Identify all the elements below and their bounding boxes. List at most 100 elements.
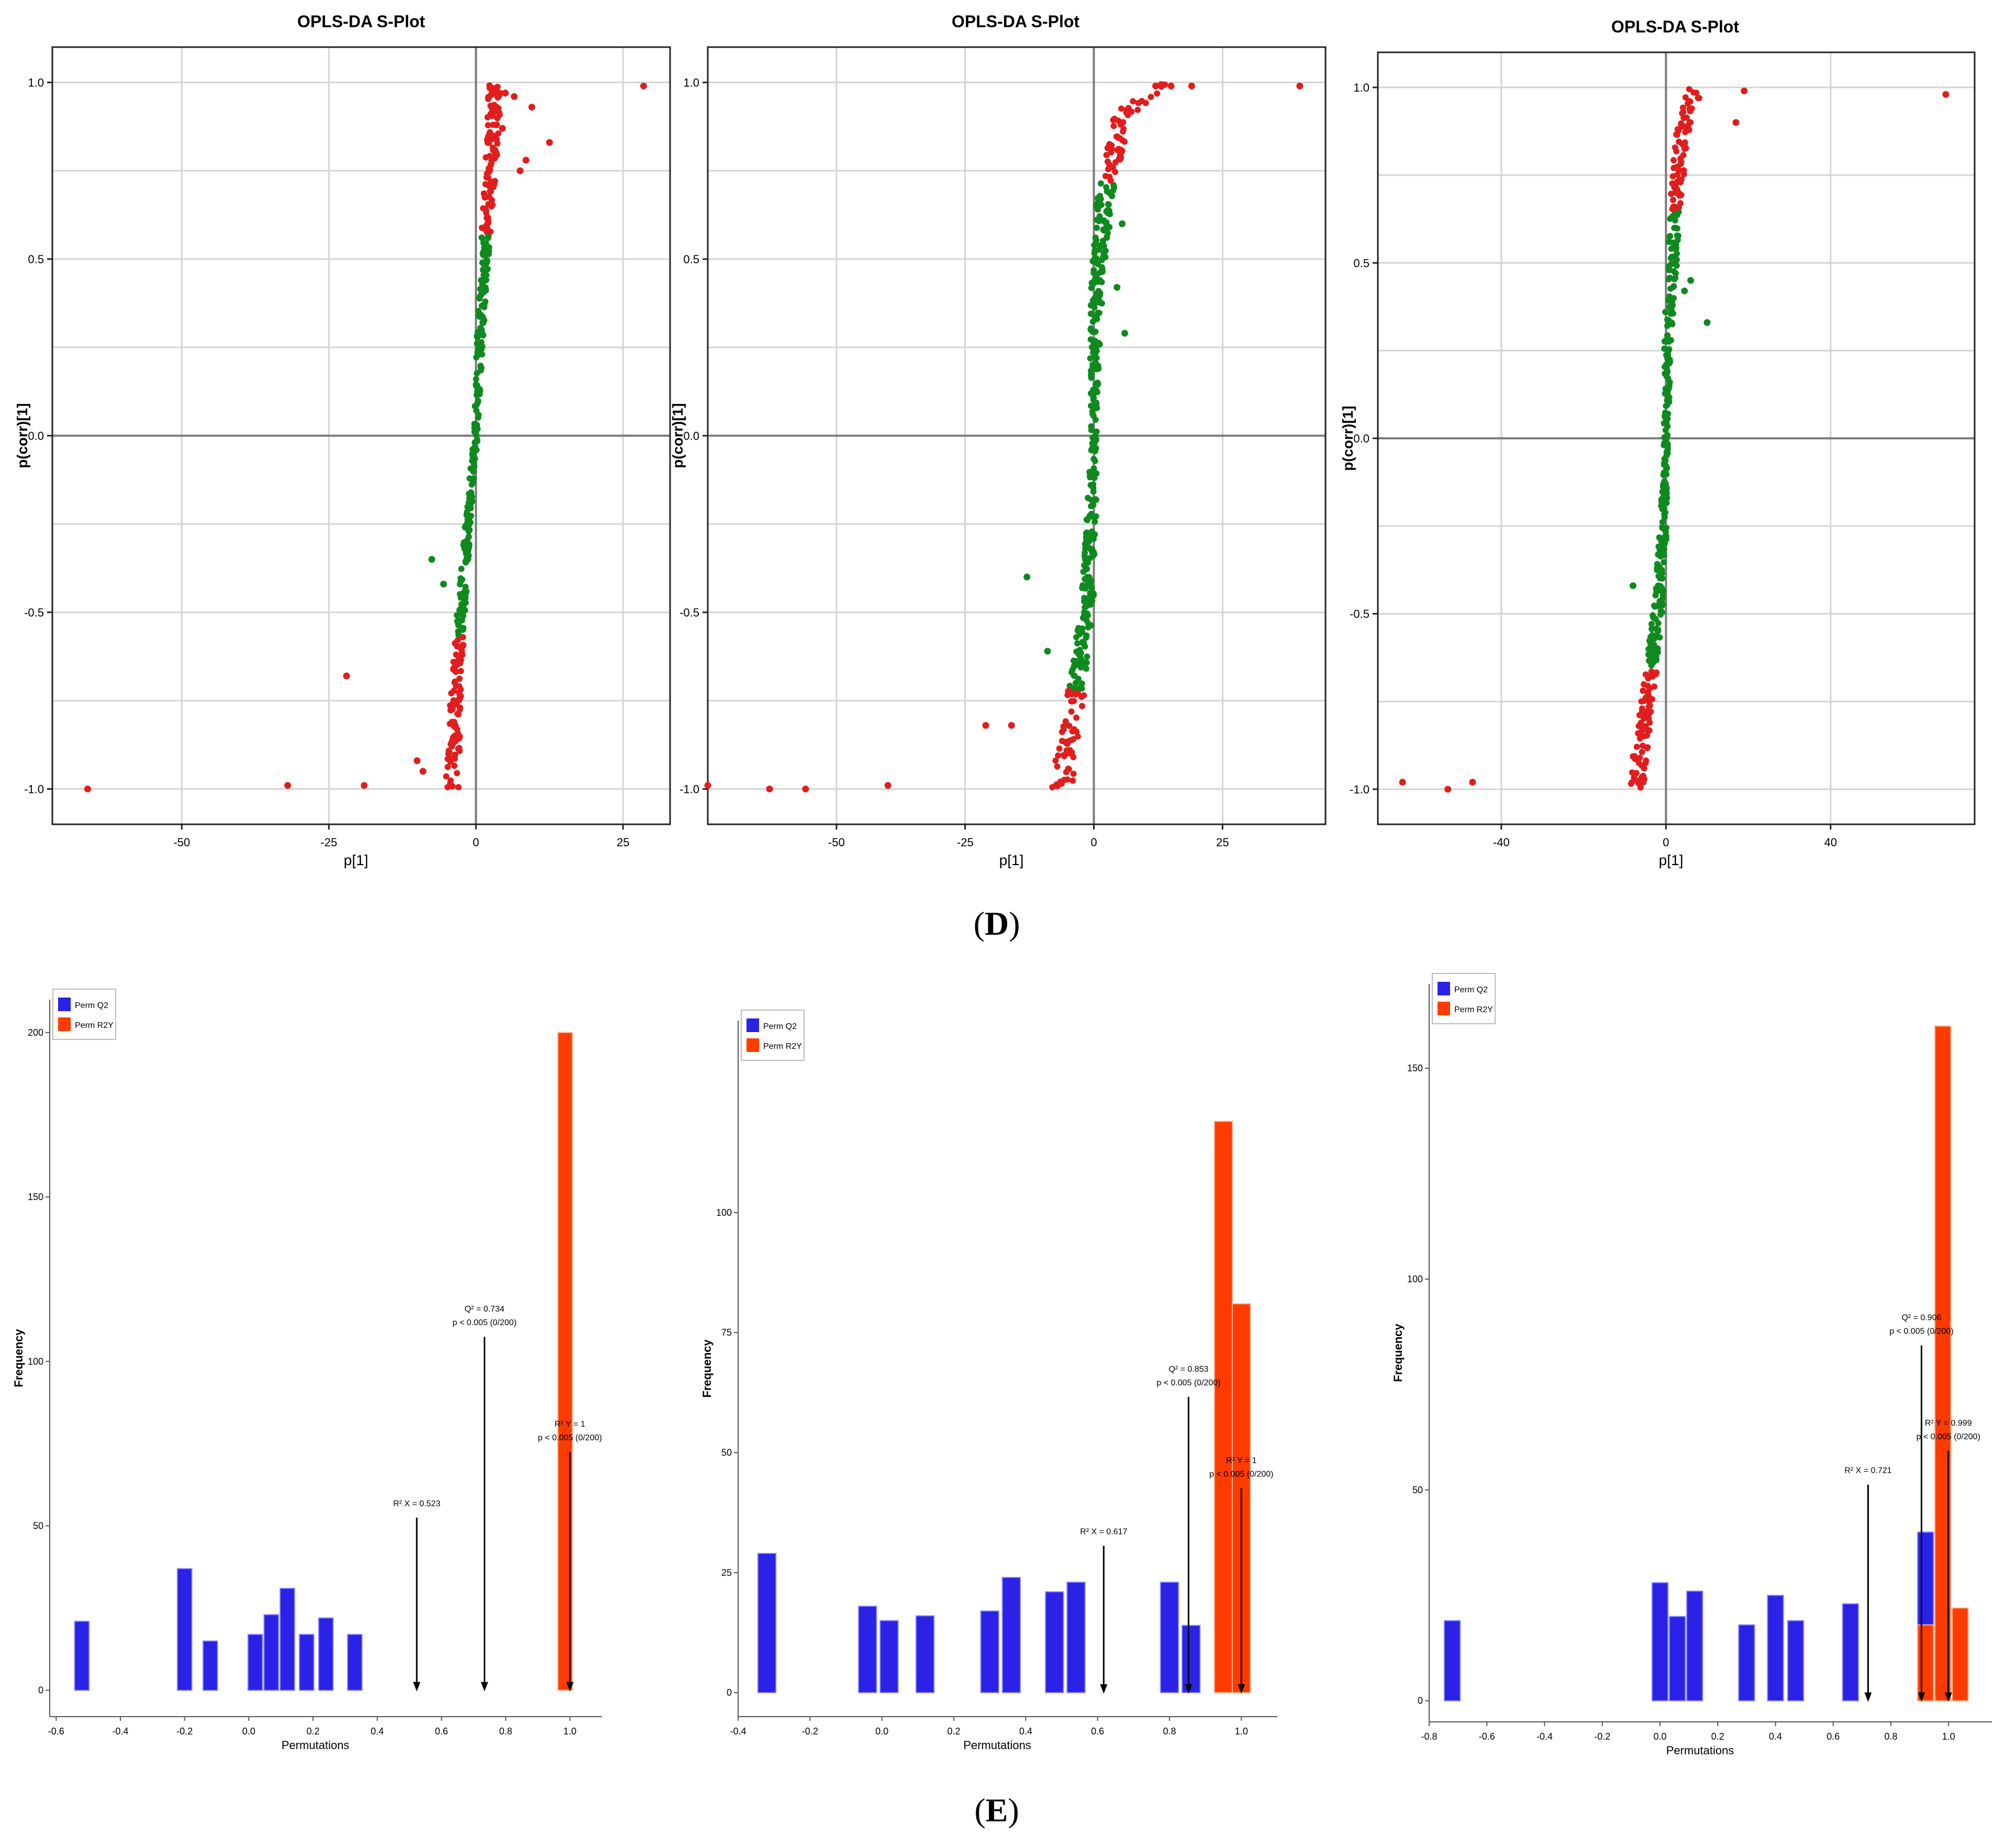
y-axis-label: Frequency — [12, 1329, 25, 1387]
data-point — [1665, 348, 1672, 354]
data-point — [1082, 643, 1088, 650]
data-point — [1117, 154, 1123, 161]
data-point — [456, 691, 463, 698]
data-point — [1644, 732, 1651, 739]
perm-q2-bar — [263, 1614, 280, 1691]
x-tick-label: 0.8 — [1163, 1726, 1176, 1737]
perm-q2-bar — [318, 1617, 334, 1691]
y-tick-label: 200 — [28, 1027, 43, 1038]
data-point — [449, 701, 455, 708]
data-point — [1154, 90, 1161, 97]
y-tick-label: 100 — [716, 1207, 732, 1218]
data-point — [1074, 689, 1081, 696]
perm-q2-bar — [1651, 1582, 1669, 1701]
data-point — [1661, 478, 1668, 485]
data-point-outlier — [766, 786, 773, 792]
data-point-outlier — [1629, 582, 1636, 589]
data-point — [1647, 708, 1654, 715]
perm-q2-bar — [1668, 1616, 1686, 1701]
data-point — [1670, 164, 1677, 171]
data-point — [1103, 184, 1110, 191]
data-point — [469, 494, 475, 500]
data-point — [1666, 239, 1673, 245]
x-tick-label: -0.4 — [112, 1726, 128, 1737]
data-point — [473, 370, 480, 377]
data-point — [1696, 95, 1702, 102]
data-point — [1059, 737, 1065, 744]
data-point — [474, 382, 481, 389]
data-point — [1674, 171, 1681, 178]
data-point — [1648, 625, 1655, 632]
data-point — [1659, 592, 1666, 599]
data-point — [1118, 149, 1124, 156]
data-point — [1106, 207, 1112, 214]
x-tick-label: 0.2 — [947, 1726, 960, 1737]
data-point — [469, 446, 476, 453]
data-point-outlier — [428, 556, 436, 563]
data-point-outlier — [343, 673, 350, 679]
data-point-outlier — [884, 782, 892, 789]
data-point — [1091, 448, 1098, 455]
data-point — [1645, 675, 1652, 682]
data-point — [443, 773, 450, 780]
panel-label-d: (D) — [973, 905, 1020, 942]
x-axis-label: Permutations — [963, 1739, 1031, 1752]
data-point — [1674, 131, 1680, 138]
data-point — [1074, 640, 1081, 647]
x-tick-label: -50 — [828, 836, 845, 849]
data-point — [1672, 270, 1679, 277]
y-tick-label: 50 — [33, 1521, 43, 1531]
data-point — [1056, 745, 1063, 752]
legend-box — [52, 989, 116, 1040]
x-tick-label: 25 — [617, 836, 629, 849]
legend-label-q2: Perm Q2 — [75, 1001, 108, 1010]
y-tick-label: -1.0 — [24, 783, 44, 796]
data-point — [1084, 653, 1090, 660]
y-tick-label: 75 — [721, 1327, 732, 1338]
data-point — [495, 130, 502, 137]
data-point — [1667, 215, 1674, 222]
data-point — [1661, 511, 1668, 518]
data-point — [462, 584, 469, 590]
data-point — [1648, 696, 1655, 703]
data-point — [1089, 328, 1096, 335]
perm-q2-bar — [176, 1568, 193, 1691]
data-point — [1647, 647, 1654, 654]
data-point — [467, 512, 474, 519]
perm-q2-bar — [858, 1606, 877, 1694]
data-point — [459, 647, 465, 654]
data-point — [458, 668, 464, 675]
data-point — [449, 719, 455, 725]
data-point — [473, 376, 480, 383]
data-point — [484, 257, 491, 264]
data-point — [484, 266, 491, 273]
data-point — [1090, 412, 1097, 419]
perm-r2y-bar — [1917, 1624, 1934, 1701]
permutation-histogram-1: -0.6 -0.4 -0.2 0.0 0.2 0.4 0.6 0.8 1.0 0 50 100 150 2… — [12, 989, 602, 1752]
perm-q2-bar — [74, 1620, 90, 1691]
data-point — [481, 304, 488, 310]
annotation-arrowhead — [1918, 1692, 1925, 1702]
data-point — [1641, 712, 1647, 719]
annotation-text: Q² = 0.906 — [1901, 1314, 1941, 1323]
data-point-outlier — [704, 782, 711, 789]
data-point — [1120, 128, 1127, 135]
data-point — [466, 475, 473, 482]
data-point — [1664, 423, 1671, 430]
data-point — [494, 152, 500, 159]
data-point — [480, 332, 486, 339]
annotation-text: p < 0.005 (0/200) — [538, 1433, 602, 1442]
data-point — [1670, 310, 1677, 317]
data-point — [1657, 611, 1664, 618]
data-point — [455, 656, 462, 663]
data-point-outlier — [499, 125, 506, 132]
legend-label-r2y: Perm R2Y — [75, 1021, 114, 1030]
y-tick-label: 0.0 — [28, 430, 44, 443]
data-point — [1091, 471, 1098, 477]
perm-q2-bar — [980, 1610, 999, 1694]
data-point — [1087, 355, 1094, 362]
data-point — [1628, 780, 1634, 787]
data-point — [1097, 180, 1104, 187]
data-point — [1134, 106, 1141, 113]
data-point — [456, 675, 463, 682]
